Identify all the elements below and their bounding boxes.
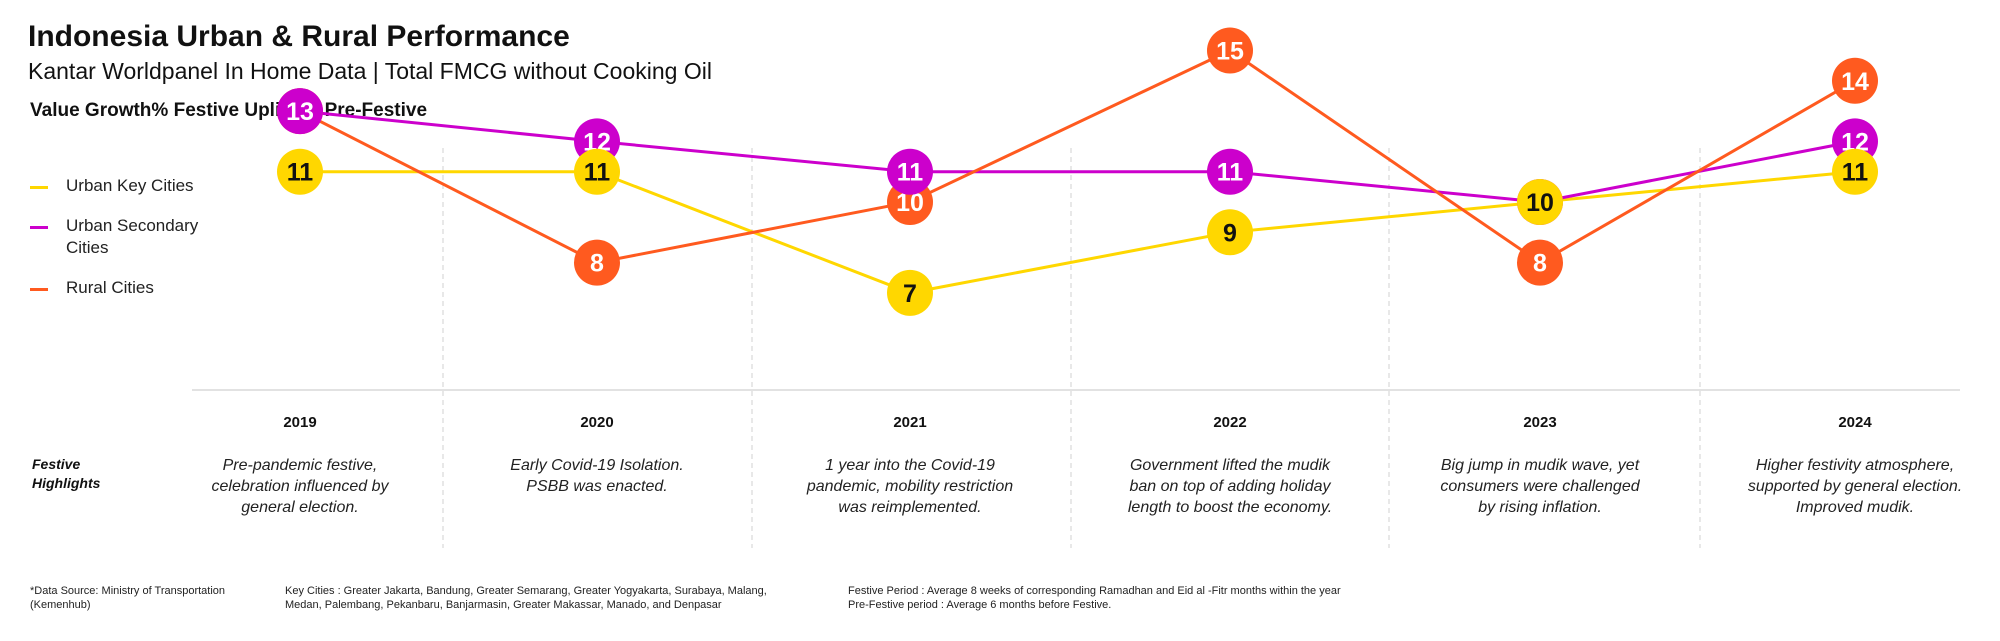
- data-label: 11: [1217, 159, 1244, 187]
- footnote-periods: Festive Period : Average 8 weeks of corr…: [848, 585, 1341, 611]
- chart-legend: Urban Key Cities Urban Secondary Cities …: [30, 175, 200, 317]
- footnote-key-cities: Key Cities : Greater Jakarta, Bandung, G…: [285, 585, 767, 611]
- data-point: [1517, 179, 1563, 225]
- data-label: 9: [1223, 219, 1237, 247]
- legend-item-rural: Rural Cities: [30, 277, 200, 299]
- legend-swatch: [30, 226, 48, 229]
- data-label: 8: [590, 250, 604, 278]
- highlight-2024: Higher festivity atmosphere, supported b…: [1747, 457, 1963, 516]
- data-point: [277, 148, 323, 195]
- legend-item-urban-key: Urban Key Cities: [30, 175, 200, 197]
- data-point: [1517, 239, 1563, 286]
- data-point: [1207, 27, 1253, 74]
- data-label: 14: [1841, 68, 1869, 96]
- series-line: [299, 48, 1856, 265]
- data-point: [1207, 209, 1253, 256]
- data-label: 15: [1216, 38, 1244, 66]
- series-line: [299, 109, 1856, 204]
- data-label: 11: [1842, 159, 1869, 187]
- data-point: [574, 148, 620, 195]
- data-label: 13: [286, 98, 314, 126]
- x-tick-label: 2023: [1523, 414, 1556, 431]
- data-point: [277, 88, 323, 135]
- x-tick-label: 2020: [580, 414, 613, 431]
- highlight-2019: Pre-pandemic festive, celebration influe…: [211, 457, 389, 516]
- legend-label: Urban Key Cities: [66, 176, 194, 195]
- data-label: 10: [1526, 189, 1554, 217]
- x-tick-label: 2022: [1213, 414, 1246, 431]
- chart-section-title: Value Growth% Festive Uplift vs Pre-Fest…: [30, 100, 428, 121]
- data-point: [887, 148, 933, 195]
- series-line: [300, 170, 1856, 295]
- x-tick-label: 2019: [283, 414, 316, 431]
- legend-label: Rural Cities: [66, 278, 154, 297]
- data-point: [887, 269, 933, 316]
- highlight-2022: Government lifted the mudik ban on top o…: [1127, 457, 1333, 516]
- legend-item-urban-secondary: Urban Secondary Cities: [30, 215, 200, 259]
- x-tick-label: 2024: [1838, 414, 1872, 431]
- highlight-2021: 1 year into the Covid-19 pandemic, mobil…: [806, 457, 1014, 516]
- data-label: 11: [287, 159, 314, 187]
- data-point: [1207, 148, 1253, 195]
- data-label: 11: [584, 159, 611, 187]
- page-title: Indonesia Urban & Rural Performance: [28, 20, 570, 53]
- data-point: [1832, 148, 1878, 195]
- data-label: 8: [1533, 250, 1547, 278]
- festive-highlights-label: Festive Highlights: [32, 456, 101, 491]
- legend-label: Urban Secondary Cities: [66, 216, 199, 257]
- highlight-2023: Big jump in mudik wave, yet consumers we…: [1440, 457, 1640, 516]
- page-subtitle: Kantar Worldpanel In Home Data | Total F…: [28, 58, 712, 84]
- data-point: [1832, 57, 1878, 104]
- x-tick-label: 2021: [893, 414, 926, 431]
- data-point: [574, 239, 620, 286]
- data-label: 7: [903, 280, 917, 308]
- legend-swatch: [30, 186, 48, 189]
- legend-swatch: [30, 288, 48, 291]
- data-label: 11: [897, 159, 924, 187]
- highlight-2020: Early Covid-19 Isolation. PSBB was enact…: [510, 457, 684, 495]
- footnote-data-source: *Data Source: Ministry of Transportation…: [30, 585, 226, 611]
